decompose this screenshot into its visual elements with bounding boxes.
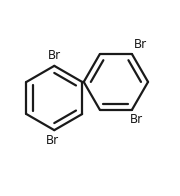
Text: Br: Br <box>130 113 143 126</box>
Text: Br: Br <box>134 37 147 51</box>
Text: Br: Br <box>48 49 61 62</box>
Text: Br: Br <box>46 134 59 147</box>
